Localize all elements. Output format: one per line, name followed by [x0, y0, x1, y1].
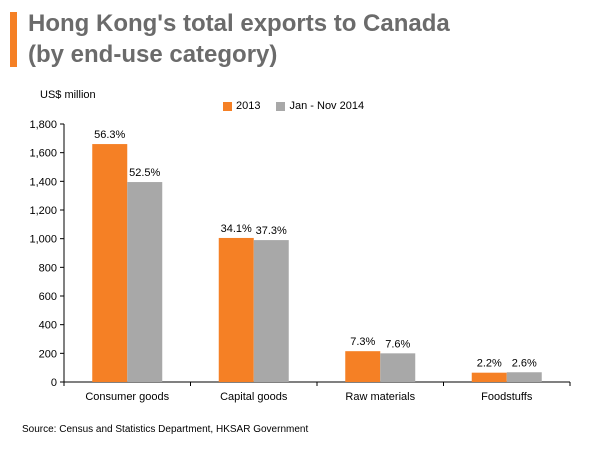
chart-title: Hong Kong's total exports to Canada (by … — [28, 8, 588, 70]
data-label: 37.3% — [256, 225, 287, 237]
bar-2013 — [471, 372, 507, 382]
y-tick-label: 1,600 — [29, 148, 57, 160]
bar-2013 — [345, 351, 381, 382]
bar-2014 — [253, 240, 289, 382]
x-tick-label: Raw materials — [345, 391, 415, 403]
data-label: 2.2% — [477, 358, 502, 370]
bar-2013 — [92, 144, 128, 382]
legend-item-2013: 2013 — [223, 100, 260, 112]
data-label: 34.1% — [221, 223, 252, 235]
data-label: 52.5% — [129, 167, 160, 179]
y-tick-label: 0 — [51, 377, 57, 389]
x-tick-label: Capital goods — [220, 391, 288, 403]
data-label: 56.3% — [94, 129, 125, 141]
x-tick-label: Consumer goods — [85, 391, 169, 403]
legend: 2013 Jan - Nov 2014 — [223, 100, 380, 112]
bar-2014 — [127, 182, 163, 382]
y-tick-label: 1,200 — [29, 205, 57, 217]
legend-swatch-2014 — [276, 101, 286, 111]
y-tick-label: 1,400 — [29, 176, 57, 188]
bar-2014 — [380, 353, 416, 382]
chart-title-line-1: Hong Kong's total exports to Canada — [28, 10, 450, 37]
y-tick-label: 400 — [39, 320, 57, 332]
data-label: 2.6% — [512, 357, 537, 369]
y-axis-label: US$ million — [40, 89, 96, 101]
legend-swatch-2013 — [223, 101, 232, 111]
bar-2014 — [506, 372, 542, 382]
legend-label-2014: Jan - Nov 2014 — [289, 100, 365, 112]
source-note: Source: Census and Statistics Department… — [22, 424, 309, 435]
legend-label-2013: 2013 — [236, 100, 261, 112]
y-tick-label: 1,800 — [29, 119, 57, 131]
y-tick-label: 200 — [39, 348, 57, 360]
bar-2013 — [218, 237, 254, 382]
chart-title-line-2: (by end-use category) — [28, 41, 278, 68]
legend-item-2014: Jan - Nov 2014 — [276, 100, 364, 112]
data-label: 7.3% — [350, 336, 375, 348]
y-tick-label: 1,000 — [29, 234, 57, 246]
x-tick-label: Foodstuffs — [481, 391, 533, 403]
y-tick-label: 800 — [39, 262, 57, 274]
data-label: 7.6% — [385, 338, 410, 350]
title-accent-bar — [10, 12, 17, 67]
y-tick-label: 600 — [39, 291, 57, 303]
